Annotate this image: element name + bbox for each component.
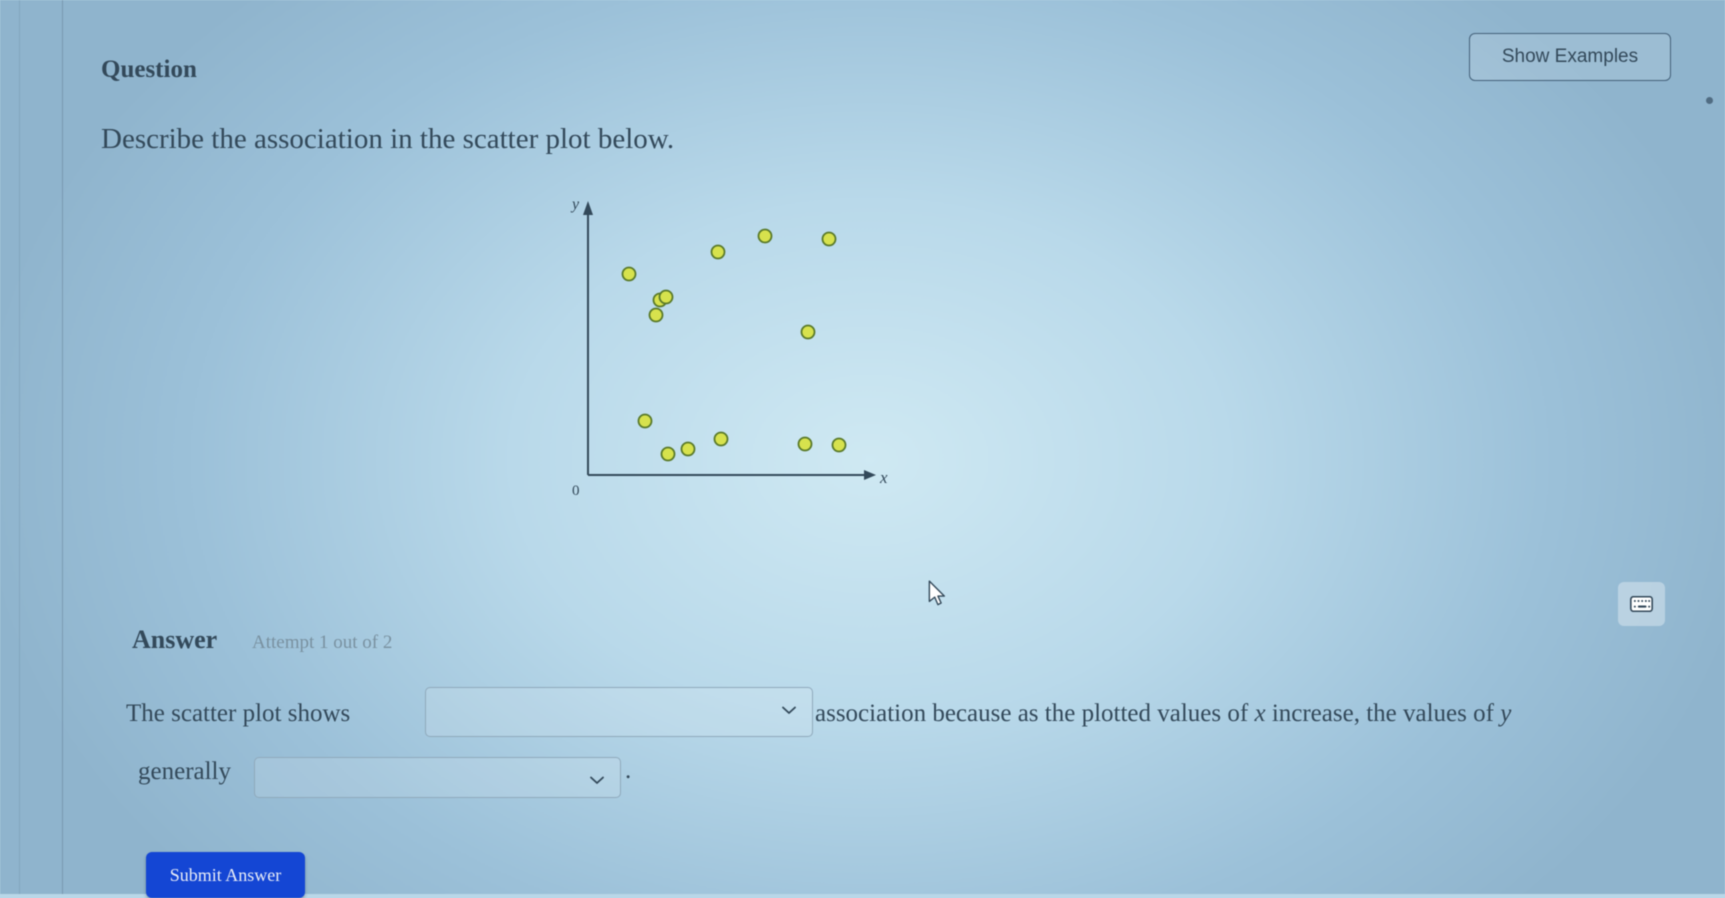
svg-text:0: 0: [572, 483, 580, 495]
svg-text:x: x: [879, 468, 888, 487]
svg-text:y: y: [570, 196, 580, 213]
